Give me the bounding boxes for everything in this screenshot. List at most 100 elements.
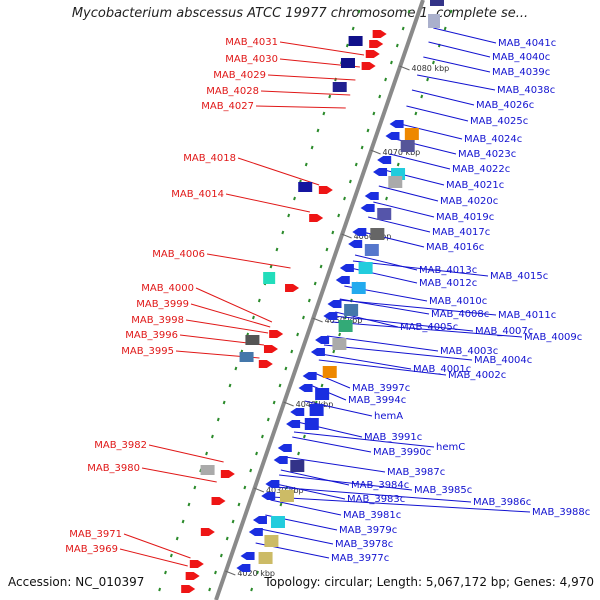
forward-gene-label[interactable]: MAB_4028 [206,86,259,97]
reverse-gene-label[interactable]: MAB_4025c [470,116,528,127]
forward-gene-label[interactable]: MAB_4006 [152,249,205,260]
reverse-gene-arrow[interactable] [261,492,276,500]
reverse-gene-arrow[interactable] [373,168,388,176]
reverse-gene-block[interactable] [309,404,324,416]
forward-gene-label[interactable]: MAB_4030 [225,54,278,65]
reverse-gene-block[interactable] [400,140,415,152]
forward-gene-block[interactable] [298,182,313,192]
reverse-gene-block[interactable] [364,244,379,256]
forward-gene-label[interactable]: MAB_4014 [171,189,224,200]
reverse-gene-arrow[interactable] [385,132,400,140]
reverse-gene-arrow[interactable] [310,348,325,356]
forward-gene-arrow[interactable] [258,360,273,368]
forward-gene-label[interactable]: MAB_3999 [136,299,189,310]
reverse-gene-arrow[interactable] [335,276,350,284]
forward-gene-arrow[interactable] [211,497,226,505]
reverse-gene-label[interactable]: MAB_4026c [476,100,534,111]
reverse-gene-block[interactable] [332,338,347,350]
reverse-gene-label[interactable]: MAB_3978c [335,539,393,550]
forward-gene-label[interactable]: MAB_4031 [225,37,278,48]
reverse-gene-label[interactable]: MAB_4023c [458,149,516,160]
reverse-gene-arrow[interactable] [265,480,280,488]
reverse-gene-label[interactable]: MAB_3987c [387,467,445,478]
reverse-gene-arrow[interactable] [240,552,255,560]
forward-gene-block[interactable] [245,335,260,345]
reverse-gene-label[interactable]: MAB_4038c [497,85,555,96]
reverse-gene-label[interactable]: MAB_3990c [373,447,431,458]
forward-gene-label[interactable]: MAB_3982 [94,440,147,451]
reverse-gene-block[interactable] [264,535,279,547]
reverse-gene-arrow[interactable] [377,156,392,164]
forward-gene-block[interactable] [348,36,363,46]
reverse-gene-label[interactable]: MAB_4022c [452,164,510,175]
forward-gene-arrow[interactable] [372,30,387,38]
reverse-gene-arrow[interactable] [273,456,288,464]
forward-gene-label[interactable]: MAB_3995 [121,346,174,357]
reverse-gene-label[interactable]: MAB_3991c [364,432,422,443]
forward-gene-arrow[interactable] [285,284,300,292]
reverse-gene-label[interactable]: MAB_4015c [490,271,548,282]
reverse-gene-label[interactable]: MAB_4008c [431,309,489,320]
reverse-gene-arrow[interactable] [315,336,330,344]
reverse-gene-label[interactable]: MAB_4009c [524,332,582,343]
reverse-gene-label[interactable]: MAB_4011c [498,310,556,321]
forward-gene-arrow[interactable] [369,40,384,48]
reverse-gene-arrow[interactable] [364,192,379,200]
reverse-gene-label[interactable]: MAB_4019c [436,212,494,223]
reverse-gene-label[interactable]: MAB_4005c [400,322,458,333]
reverse-gene-label[interactable]: MAB_4013c [419,265,477,276]
forward-gene-arrow[interactable] [200,528,215,536]
reverse-gene-label[interactable]: MAB_4021c [446,180,504,191]
reverse-gene-label[interactable]: MAB_4039c [492,67,550,78]
reverse-gene-label[interactable]: MAB_3983c [347,494,405,505]
reverse-gene-label[interactable]: MAB_3981c [343,510,401,521]
reverse-gene-arrow[interactable] [248,528,263,536]
reverse-gene-label[interactable]: hemC [436,442,465,453]
reverse-gene-block[interactable] [428,14,440,28]
reverse-gene-arrow[interactable] [290,408,305,416]
forward-gene-arrow[interactable] [189,560,204,568]
reverse-gene-block[interactable] [258,552,273,564]
forward-gene-block[interactable] [200,465,215,475]
reverse-gene-label[interactable]: MAB_4012c [419,278,477,289]
reverse-gene-block[interactable] [377,208,392,220]
forward-gene-label[interactable]: MAB_3998 [131,315,184,326]
forward-gene-arrow[interactable] [361,62,376,70]
forward-gene-arrow[interactable] [269,330,284,338]
forward-gene-arrow[interactable] [185,572,200,580]
reverse-gene-block[interactable] [270,516,285,528]
reverse-gene-arrow[interactable] [323,312,338,320]
forward-gene-block[interactable] [332,82,347,92]
forward-gene-label[interactable]: MAB_3971 [69,529,122,540]
forward-gene-label[interactable]: MAB_3996 [125,330,178,341]
reverse-gene-label[interactable]: MAB_3977c [331,553,389,564]
forward-gene-label[interactable]: MAB_4027 [201,101,254,112]
reverse-gene-label[interactable]: MAB_3997c [352,383,410,394]
reverse-gene-arrow[interactable] [389,120,404,128]
forward-gene-block[interactable] [263,272,276,284]
reverse-gene-label[interactable]: hemA [374,411,403,422]
reverse-gene-label[interactable]: MAB_3979c [339,525,397,536]
reverse-gene-arrow[interactable] [236,564,251,572]
reverse-gene-arrow[interactable] [277,444,292,452]
forward-gene-block[interactable] [239,352,254,362]
reverse-gene-label[interactable]: MAB_4016c [426,242,484,253]
reverse-gene-label[interactable]: MAB_3984c [351,480,409,491]
reverse-gene-label[interactable]: MAB_4004c [474,355,532,366]
forward-gene-label[interactable]: MAB_3980 [87,463,140,474]
reverse-gene-arrow[interactable] [339,264,354,272]
forward-gene-arrow[interactable] [263,345,278,353]
forward-gene-label[interactable]: MAB_4000 [141,283,194,294]
reverse-gene-block[interactable] [358,262,373,274]
reverse-gene-label[interactable]: MAB_4001c [413,364,471,375]
forward-gene-arrow[interactable] [309,214,324,222]
forward-gene-arrow[interactable] [318,186,333,194]
reverse-gene-block[interactable] [279,490,294,502]
forward-gene-label[interactable]: MAB_4018 [183,153,236,164]
reverse-gene-block[interactable] [315,388,330,400]
reverse-gene-block[interactable] [388,176,403,188]
reverse-gene-block[interactable] [322,366,337,378]
reverse-gene-label[interactable]: MAB_4010c [429,296,487,307]
reverse-gene-label[interactable]: MAB_4020c [440,196,498,207]
reverse-gene-arrow[interactable] [302,372,317,380]
